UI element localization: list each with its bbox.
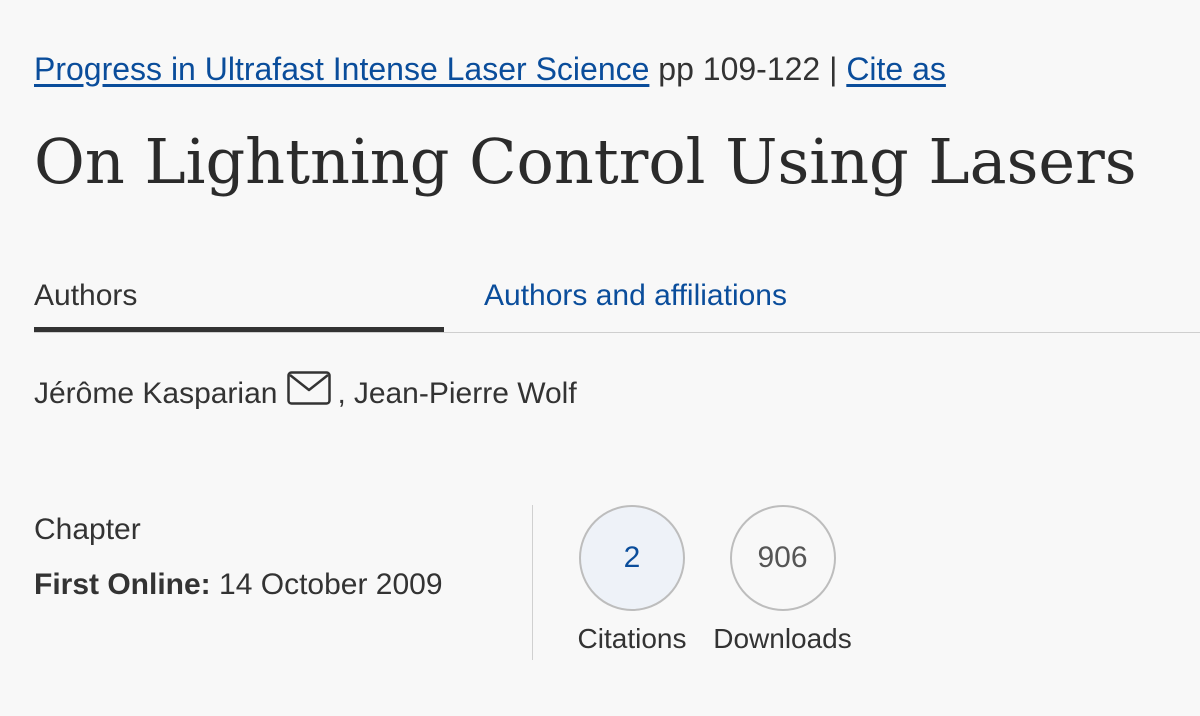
tab-authors-and-affiliations[interactable]: Authors and affiliations <box>484 279 787 312</box>
breadcrumb-separator: | <box>829 51 838 87</box>
downloads-count: 906 <box>729 505 836 611</box>
author-name-first[interactable]: Jérôme Kasparian <box>34 377 278 410</box>
book-title-link[interactable]: Progress in Ultrafast Intense Laser Scie… <box>34 51 650 87</box>
first-online-label: First Online: <box>34 568 211 601</box>
content-type: Chapter <box>34 513 141 546</box>
page-title: On Lightning Control Using Lasers <box>34 125 1137 198</box>
mail-icon[interactable] <box>287 371 332 405</box>
citations-count[interactable]: 2 <box>579 505 685 611</box>
downloads-metric: 906 Downloads <box>710 505 855 657</box>
author-list: Jérôme Kasparian , Jean-Pierre Wolf <box>34 371 577 414</box>
tab-authors[interactable]: Authors <box>34 279 138 312</box>
breadcrumb: Progress in Ultrafast Intense Laser Scie… <box>34 48 946 90</box>
cite-as-link[interactable]: Cite as <box>846 51 946 87</box>
metrics-divider <box>532 505 533 660</box>
author-name-second[interactable]: Jean-Pierre Wolf <box>353 377 577 410</box>
first-online: First Online: 14 October 2009 <box>34 565 443 605</box>
author-tabs: Authors Authors and affiliations <box>34 272 1200 333</box>
chapter-meta: Chapter First Online: 14 October 2009 <box>34 510 443 605</box>
active-tab-indicator <box>34 327 444 332</box>
page-range: pp 109-122 <box>658 51 821 87</box>
author-separator: , <box>337 377 346 410</box>
downloads-label: Downloads <box>713 623 852 654</box>
citations-metric[interactable]: 2 Citations <box>572 505 692 657</box>
citations-label: Citations <box>577 623 687 654</box>
first-online-date: 14 October 2009 <box>219 568 443 601</box>
